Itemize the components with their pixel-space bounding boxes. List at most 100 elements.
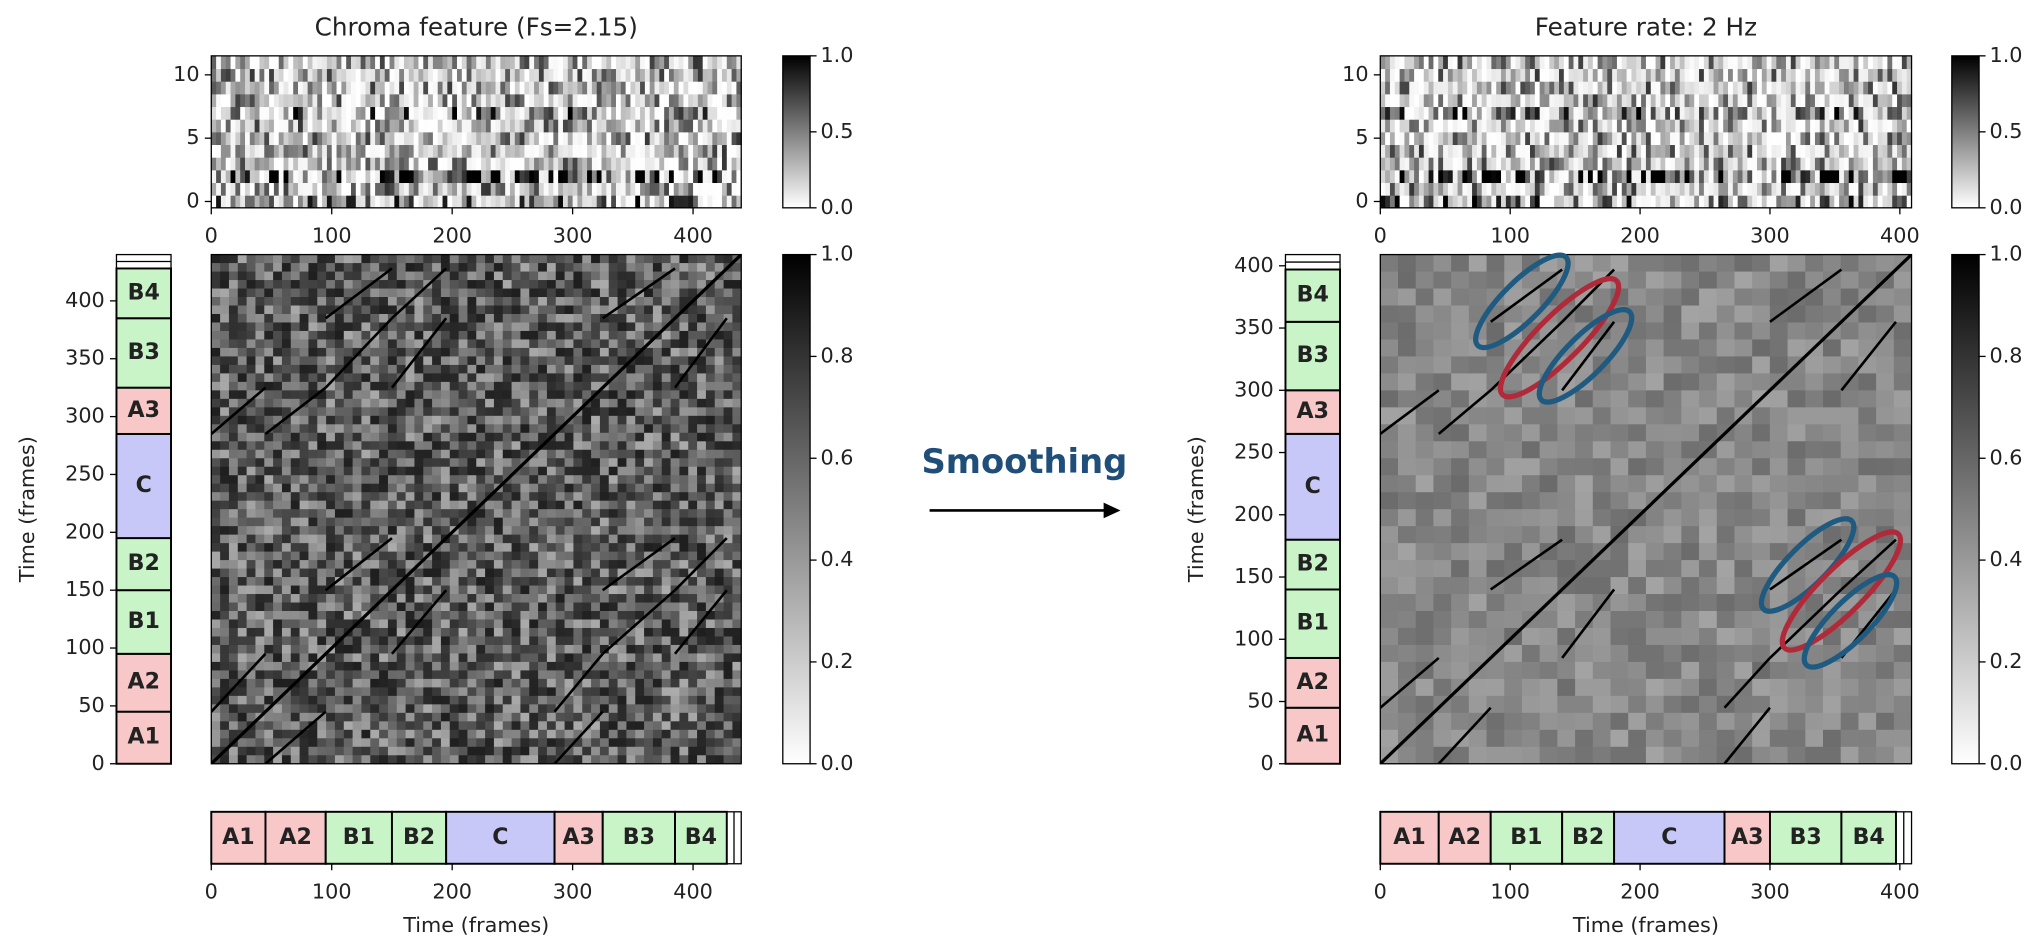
chroma-cell [221, 132, 226, 145]
ssm-cell [671, 467, 680, 476]
ssm-cell [503, 730, 512, 739]
chroma-cell [534, 119, 539, 132]
ssm-cell [397, 297, 406, 306]
ssm-cell [406, 738, 415, 747]
chroma-cell [568, 132, 573, 145]
ssm-cell [503, 636, 512, 645]
ssm-cell [697, 738, 706, 747]
ssm-cell [388, 670, 397, 679]
chroma-cell [255, 132, 260, 145]
ssm-cell [520, 441, 529, 450]
ssm-cell [238, 390, 247, 399]
ssm-cell [291, 255, 300, 264]
ssm-cell [238, 314, 247, 323]
chroma-cell [471, 69, 476, 82]
ssm-cell [397, 670, 406, 679]
chroma-cell [616, 195, 621, 208]
chroma-cell [655, 145, 660, 158]
ssm-cell [211, 501, 220, 510]
ssm-cell [220, 670, 229, 679]
ssm-cell [361, 484, 370, 493]
chroma-cell [279, 145, 284, 158]
ssm-cell [379, 424, 388, 433]
ssm-cell [573, 721, 582, 730]
ssm-cell [679, 543, 688, 552]
chroma-cell [332, 119, 337, 132]
ssm-cell [706, 670, 715, 679]
ssm-cell [529, 424, 538, 433]
ssm-cell [459, 365, 468, 374]
ssm-cell [679, 670, 688, 679]
chroma-cell [211, 170, 216, 183]
ssm-cell [653, 501, 662, 510]
chroma-cell [322, 157, 327, 170]
chroma-cell [486, 157, 491, 170]
ssm-cell [591, 645, 600, 654]
ssm-cell [706, 475, 715, 484]
ssm-cell [662, 424, 671, 433]
chroma-cell [221, 182, 226, 195]
ssm-cell [344, 306, 353, 315]
chroma-cell [303, 119, 308, 132]
chroma-cell [582, 157, 587, 170]
ssm-cell [450, 356, 459, 365]
ssm-cell [361, 645, 370, 654]
ssm-cell [397, 399, 406, 408]
chroma-cell [640, 69, 645, 82]
ssm-cell [229, 484, 238, 493]
ssm-cell [255, 611, 264, 620]
chroma-cell [698, 195, 703, 208]
ssm-cell [423, 272, 432, 281]
chroma-cell [423, 119, 428, 132]
ssm-cell [397, 619, 406, 628]
ssm-cell [724, 306, 733, 315]
chroma-cell [712, 119, 717, 132]
ssm-cell [485, 696, 494, 705]
ssm-cell [211, 263, 220, 272]
ssm-cell [688, 306, 697, 315]
ssm-cell [565, 331, 574, 340]
chroma-cell [563, 94, 568, 107]
chroma-cell [630, 56, 635, 69]
ssm-cell [688, 713, 697, 722]
ssm-cell [308, 356, 317, 365]
ssm-cell [503, 645, 512, 654]
chroma-cell [582, 145, 587, 158]
chroma-cell [351, 81, 356, 94]
ssm-cell [724, 441, 733, 450]
ssm-cell [573, 755, 582, 764]
ssm-cell [724, 569, 733, 578]
ssm-cell [503, 356, 512, 365]
ssm-cell [715, 653, 724, 662]
chroma-cell [462, 56, 467, 69]
ssm-cell [432, 636, 441, 645]
chroma-cell [708, 81, 713, 94]
ssm-cell [308, 645, 317, 654]
ssm-cell [255, 373, 264, 382]
ssm-cell [582, 696, 591, 705]
ssm-cell [379, 373, 388, 382]
ssm-cell [485, 730, 494, 739]
chroma-cell [524, 107, 529, 120]
chroma-cell [308, 182, 313, 195]
ssm-cell [512, 560, 521, 569]
chroma-cell [674, 195, 679, 208]
chroma-cell [284, 132, 289, 145]
chroma-cell [385, 132, 390, 145]
chroma-cell [655, 157, 660, 170]
ssm-cell [662, 747, 671, 756]
chroma-cell [457, 157, 462, 170]
ssm-cell [414, 696, 423, 705]
ssm-cell [300, 272, 309, 281]
ssm-cell [573, 356, 582, 365]
ssm-cell [211, 348, 220, 357]
ssm-cell [397, 704, 406, 713]
chroma-cell [414, 182, 419, 195]
chroma-cell [399, 56, 404, 69]
chroma-cell [332, 182, 337, 195]
ssm-cell [715, 730, 724, 739]
ssm-cell [503, 535, 512, 544]
chroma-cell [640, 195, 645, 208]
ssm-cell [353, 382, 362, 391]
chroma-cell [399, 132, 404, 145]
